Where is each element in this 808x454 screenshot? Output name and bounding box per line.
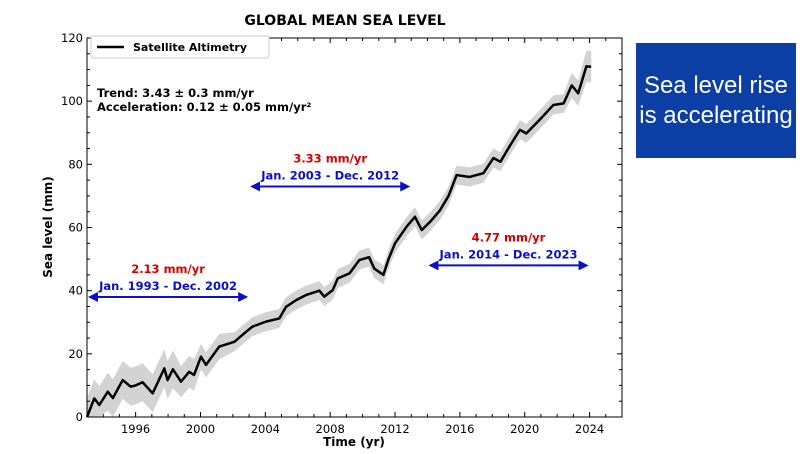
x-tick-label: 2020 [510,422,539,436]
trend-text: Trend: 3.43 ± 0.3 mm/yr [97,86,254,100]
y-tick-label: 120 [61,31,83,45]
period-rate-1: 2.13 mm/yr [131,262,205,276]
legend-label: Satellite Altimetry [133,41,247,54]
y-tick-label: 60 [68,221,83,235]
sea-level-line [85,65,592,418]
callout-text: Sea level rise is accelerating [639,71,793,129]
x-tick-label: 1996 [121,422,150,436]
y-tick-label: 20 [68,347,83,361]
x-tick-label: 2004 [251,422,280,436]
period-label-1: Jan. 1993 - Dec. 2002 [98,279,237,293]
period-rate-2: 3.33 mm/yr [293,151,367,165]
y-tick-label: 80 [68,157,83,171]
x-axis-label: Time (yr) [323,435,385,449]
x-tick-label: 2012 [380,422,409,436]
y-axis-label: Sea level (mm) [41,176,55,278]
accelerating-callout: Sea level rise is accelerating [636,43,796,158]
acceleration-text: Acceleration: 0.12 ± 0.05 mm/yr² [97,100,311,114]
x-tick-label: 2000 [186,422,215,436]
y-tick-label: 100 [61,94,83,108]
uncertainty-band [87,50,592,418]
legend-box [90,35,270,59]
y-tick-label: 0 [76,410,83,424]
x-tick-label: 2016 [445,422,474,436]
x-tick-label: 2024 [575,422,604,436]
chart-title: GLOBAL MEAN SEA LEVEL [244,13,445,29]
legend: Satellite Altimetry [90,35,270,59]
period-label-3: Jan. 2014 - Dec. 2023 [439,247,578,261]
period-rate-3: 4.77 mm/yr [472,230,546,244]
y-tick-label: 40 [68,284,83,298]
period-label-2: Jan. 2003 - Dec. 2012 [260,168,399,182]
x-tick-label: 2008 [316,422,345,436]
